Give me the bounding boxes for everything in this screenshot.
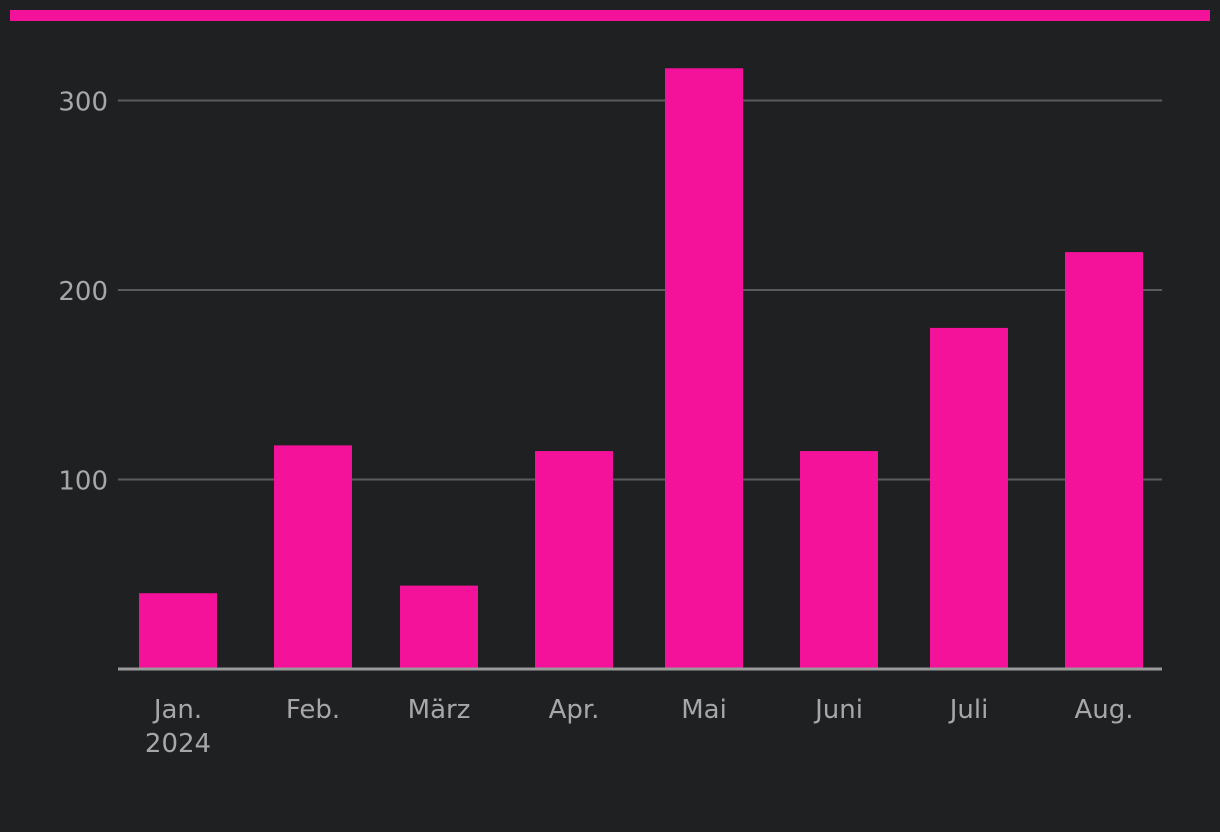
x-tick-label: Apr. [549,695,600,725]
y-tick-label: 300 [58,88,108,118]
x-tick-label: Feb. [286,695,340,725]
y-tick-label: 100 [58,467,108,497]
x-tick-label: Mai [681,695,727,725]
x-tick-labels: Jan. 2024 Feb. März Apr. Mai Juni Juli Aug. [145,695,1134,759]
x-tick-label: Aug. [1074,695,1133,725]
top-accent-bar [10,10,1210,21]
x-tick-label: Juni [813,695,863,725]
bar-2 [274,445,352,669]
bars [139,68,1143,669]
y-tick-label: 200 [58,277,108,307]
bar-4 [535,451,613,669]
bar-8 [1065,252,1143,669]
bar-7 [930,327,1008,669]
x-tick-label: Juli [948,695,989,725]
bar-6 [800,451,878,669]
y-tick-labels: 100 200 300 [58,88,108,497]
x-tick-label: März [408,695,471,725]
x-tick-label: Jan. [152,695,202,725]
bar-5 [665,68,743,669]
bar-1 [139,593,217,669]
x-tick-sublabel: 2024 [145,729,211,759]
bar-3 [400,585,478,669]
